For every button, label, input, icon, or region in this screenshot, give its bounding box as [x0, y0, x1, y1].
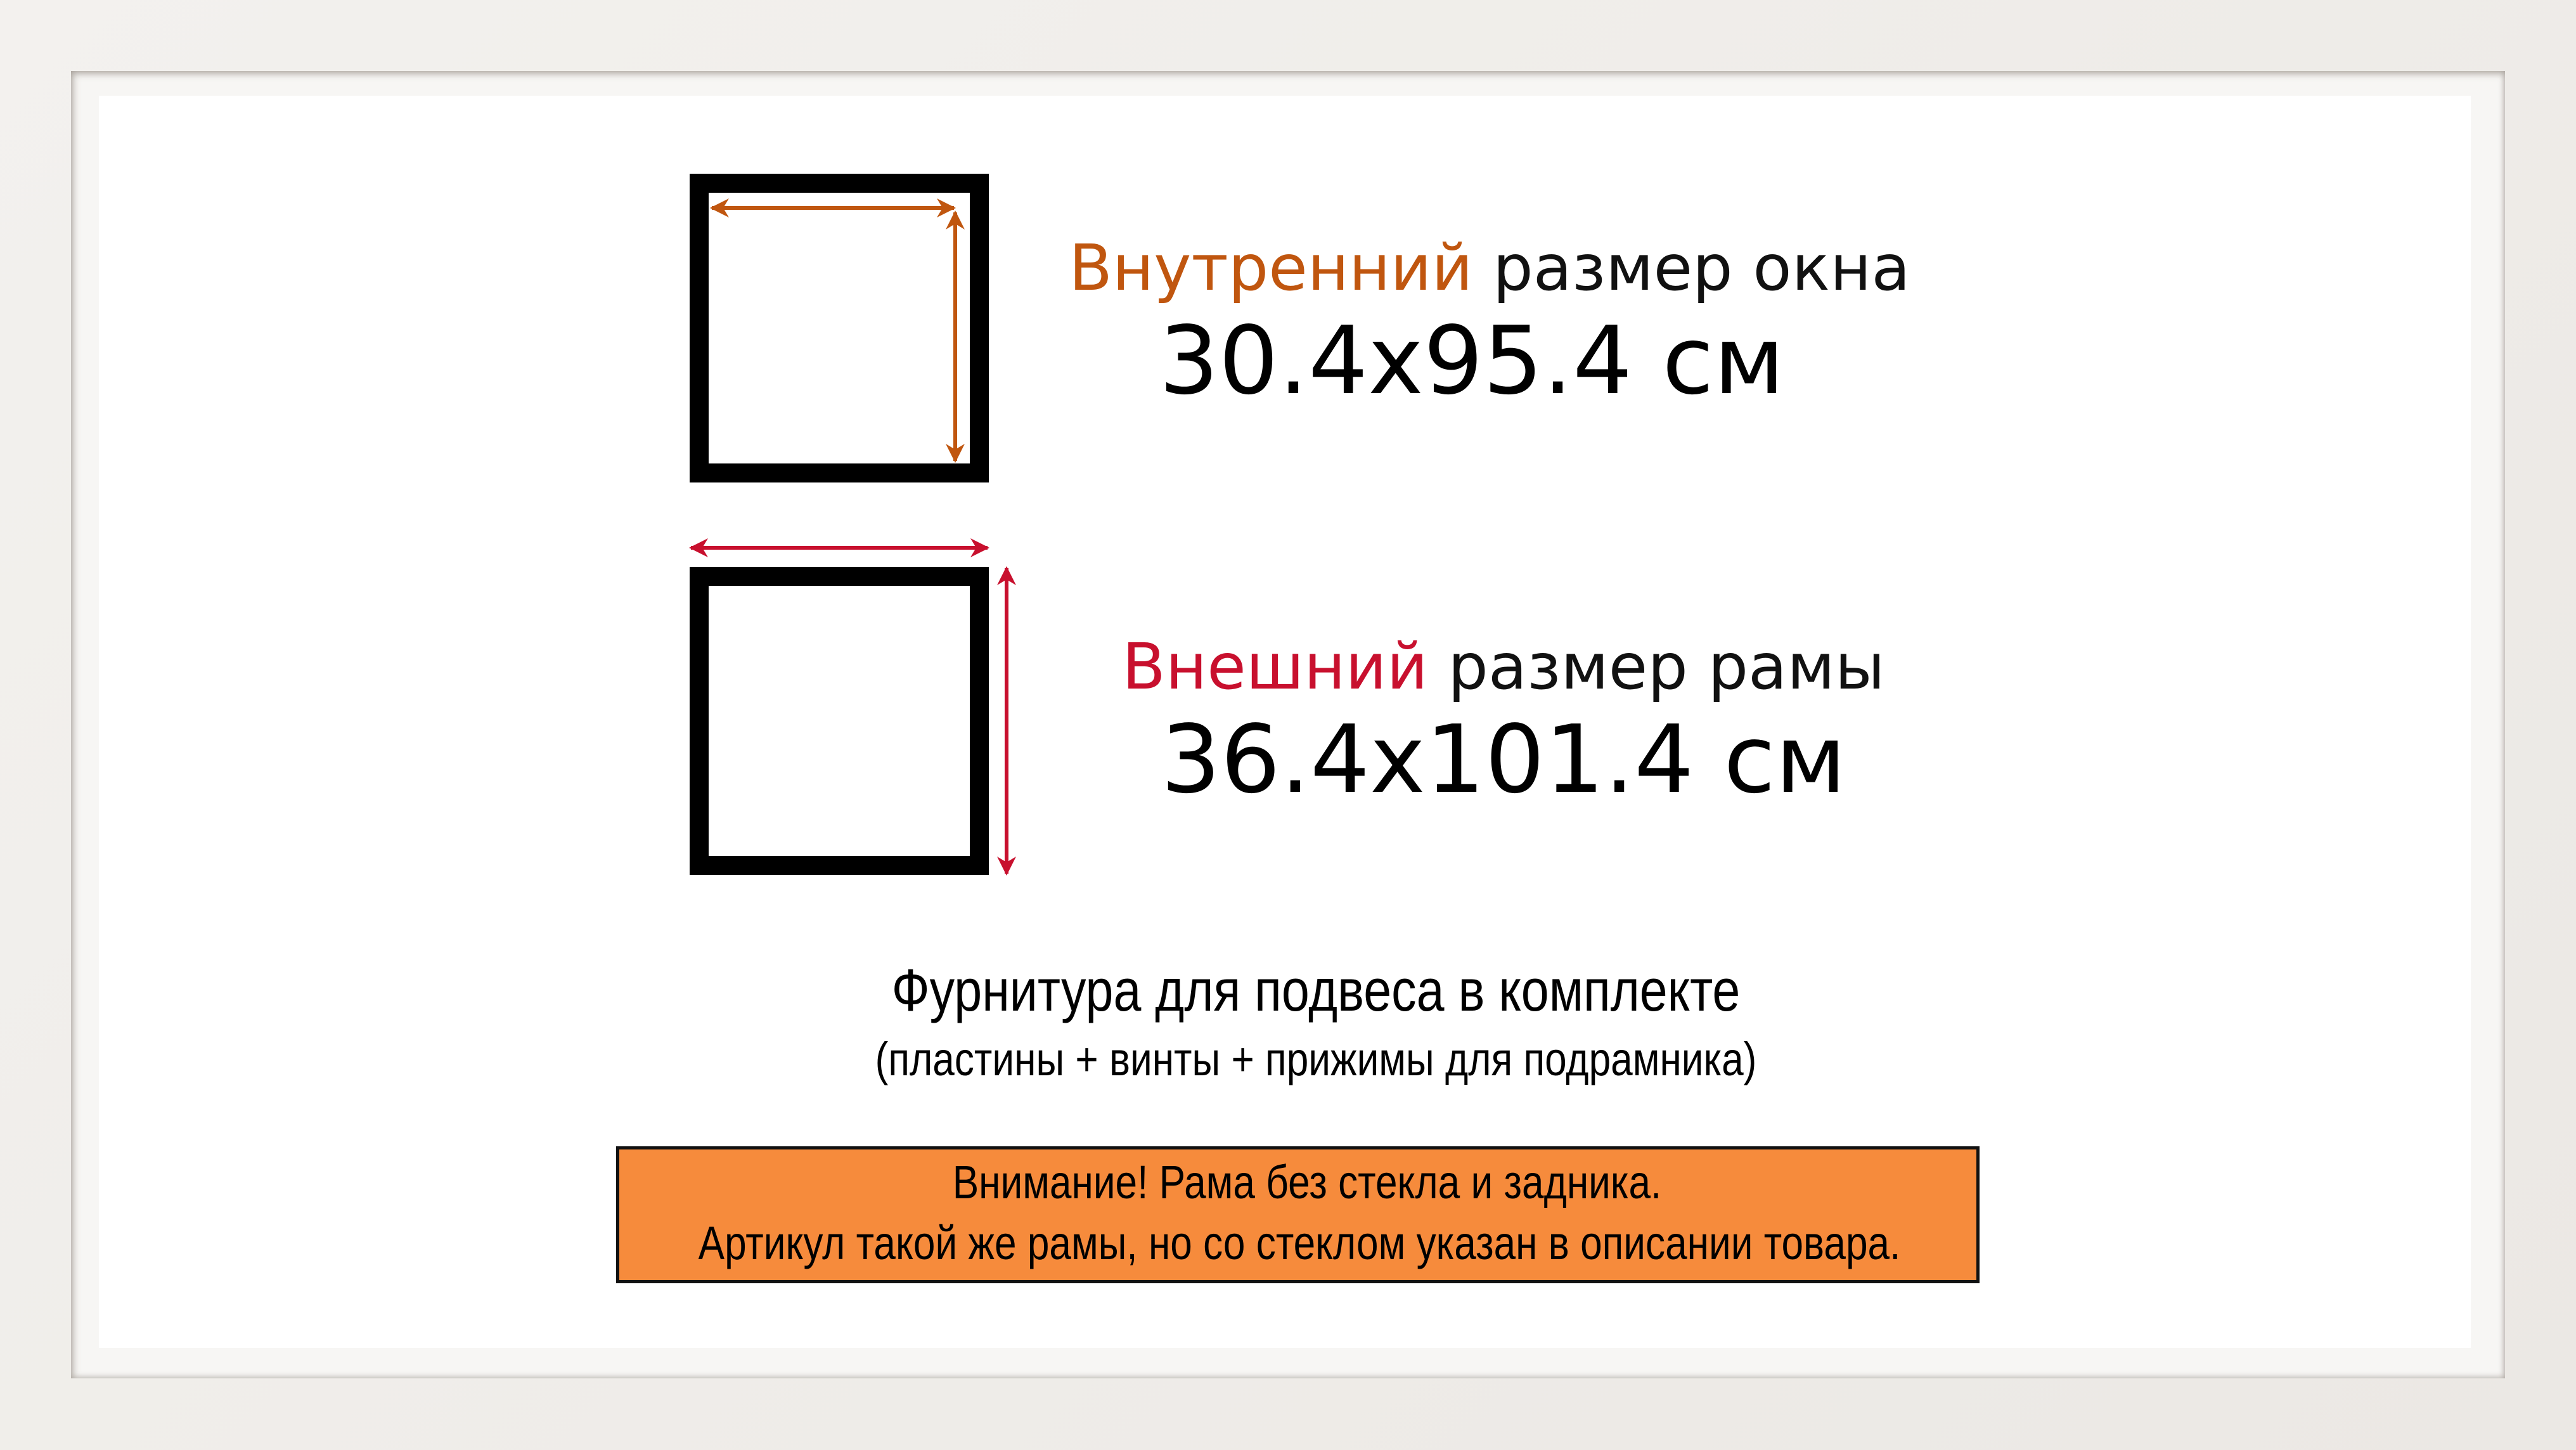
inner-size-dimensions: 30.4x95.4 см: [1159, 306, 1785, 415]
outer-size-dimensions: 36.4x101.4 см: [1161, 705, 1846, 814]
outer-size-label-rest: размер рамы: [1427, 630, 1885, 704]
inner-size-highlight: Внутренний: [1069, 231, 1473, 305]
frame-canvas: [99, 96, 2471, 1348]
notice-line-1: Внимание! Рама без стекла и задника.: [952, 1156, 1662, 1208]
hardware-title: Фурнитура для подвеса в комплекте: [891, 957, 1741, 1023]
inner-size-label: Внутренний размер окна: [1069, 231, 1910, 305]
notice-box: [616, 1146, 1980, 1283]
inner-size-label-rest: размер окна: [1472, 231, 1910, 305]
notice-line-2: Артикул такой же рамы, но со стеклом ука…: [698, 1217, 1901, 1269]
inner-size-frame-icon: [690, 174, 989, 482]
outer-size-label: Внешний размер рамы: [1122, 630, 1884, 704]
outer-size-frame-icon: [690, 567, 989, 875]
outer-size-highlight: Внешний: [1122, 630, 1428, 704]
hardware-subtitle: (пластины + винты + прижимы для подрамни…: [875, 1033, 1757, 1085]
